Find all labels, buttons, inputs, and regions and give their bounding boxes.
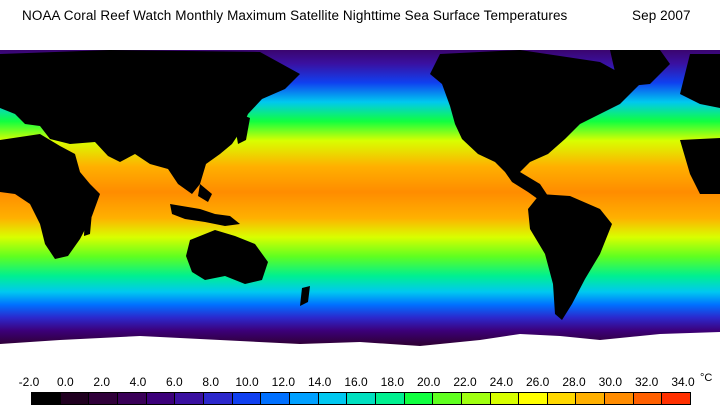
colorbar-swatch (32, 393, 61, 404)
colorbar-swatch (318, 393, 348, 404)
greenland (610, 50, 670, 86)
japan (236, 114, 250, 144)
colorbar-swatch (117, 393, 147, 404)
colorbar-tick-label: 2.0 (93, 375, 110, 389)
colorbar-swatch (261, 393, 290, 404)
colorbar-swatch (662, 393, 691, 404)
africa (0, 134, 720, 259)
colorbar-tick-label: 22.0 (453, 375, 477, 389)
colorbar-tick-label: 18.0 (380, 375, 405, 389)
colorbar-swatch (404, 393, 434, 404)
colorbar-swatch (433, 393, 462, 404)
colorbar-swatch (490, 393, 520, 404)
title-text: NOAA Coral Reef Watch Monthly Maximum Sa… (22, 8, 568, 23)
maritime-southeast-asia (170, 184, 240, 226)
colorbar-tick-label: 6.0 (165, 375, 183, 389)
map-date: Sep 2007 (632, 8, 691, 23)
colorbar-tick-label: 26.0 (525, 375, 550, 389)
colorbar-tick-label: 12.0 (271, 375, 296, 389)
madagascar (84, 212, 92, 236)
colorbar-tick-label: 30.0 (598, 375, 623, 389)
new-zealand (300, 286, 310, 306)
colorbar-tick-labels: -2.0 0.0 2.0 4.0 6.0 8.0 10.0 12.0 14.0 16.0 18.0 2… (0, 375, 720, 391)
eurasia (0, 50, 720, 194)
colorbar-tick-label: 4.0 (129, 375, 147, 389)
antarctic-ice (0, 332, 720, 366)
colorbar-tick-label: 14.0 (307, 375, 332, 389)
colorbar-swatch (175, 393, 204, 404)
unit-label: °C (700, 372, 713, 384)
south-america (528, 194, 612, 320)
arctic-ice-cap (0, 44, 720, 50)
colorbar-swatch (232, 393, 262, 404)
sst-map (0, 44, 720, 366)
colorbar-swatch (203, 393, 233, 404)
colorbar-swatch (547, 393, 577, 404)
map-title: NOAA Coral Reef Watch Monthly Maximum Sa… (0, 8, 720, 23)
colorbar-swatch (461, 393, 491, 404)
colorbar-tick-label: 10.0 (235, 375, 259, 389)
colorbar-swatch (605, 393, 634, 404)
australia (186, 230, 268, 284)
colorbar-swatch (347, 393, 376, 404)
colorbar-tick-label: 20.0 (416, 375, 441, 389)
colorbar-swatch (89, 393, 118, 404)
colorbar-swatch (576, 393, 606, 404)
colorbar-swatch (375, 393, 405, 404)
colorbar-swatch (289, 393, 319, 404)
colorbar-tick-label: 32.0 (634, 375, 659, 389)
colorbar-swatch (519, 393, 548, 404)
colorbar-tick-label: 16.0 (344, 375, 368, 389)
colorbar-tick-label: -2.0 (18, 375, 40, 389)
colorbar-swatch (60, 393, 90, 404)
colorbar-tick-label: 24.0 (489, 375, 514, 389)
north-america (430, 50, 640, 172)
colorbar-tick-label: 34.0 (671, 375, 695, 389)
colorbar-tick-label: 28.0 (562, 375, 586, 389)
colorbar-swatch (146, 393, 176, 404)
central-america (505, 172, 548, 202)
colorbar-swatch (633, 393, 663, 404)
colorbar-tick-label: 0.0 (56, 375, 74, 389)
colorbar (31, 392, 691, 405)
colorbar-tick-label: 8.0 (202, 375, 219, 389)
